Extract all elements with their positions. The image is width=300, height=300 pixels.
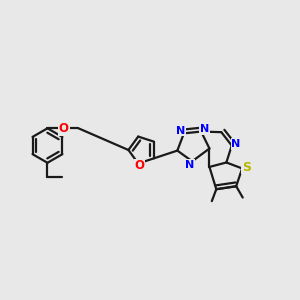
Text: O: O [135, 159, 145, 172]
Text: O: O [59, 122, 69, 135]
Text: S: S [242, 161, 251, 174]
Text: N: N [200, 124, 209, 134]
Text: N: N [185, 160, 194, 170]
Text: N: N [176, 126, 185, 136]
Text: N: N [231, 139, 241, 149]
